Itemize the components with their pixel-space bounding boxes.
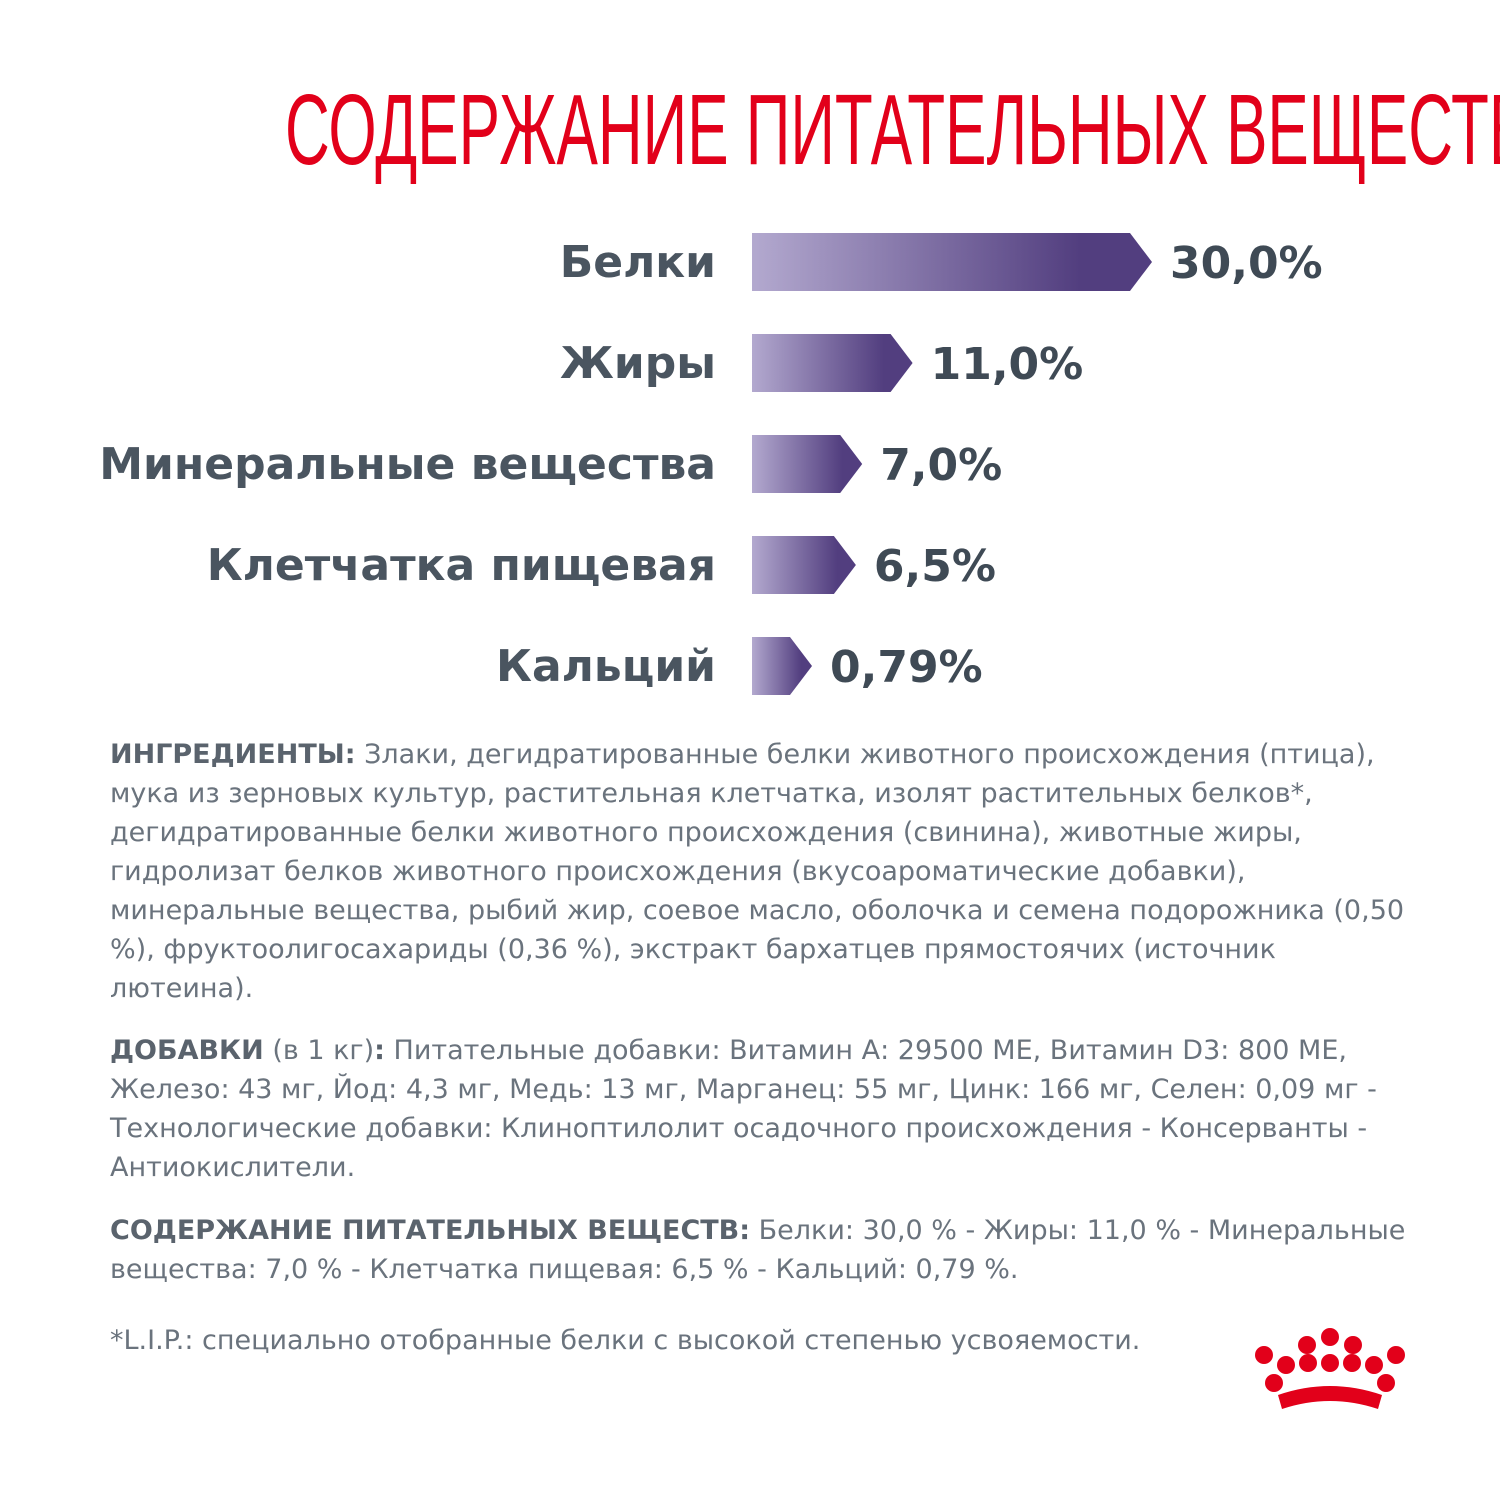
bar-category-label: Клетчатка пищевая [207, 540, 716, 591]
nutrients-block: СОДЕРЖАНИЕ ПИТАТЕЛЬНЫХ ВЕЩЕСТВ: Белки: 3… [110, 1211, 1410, 1289]
nutrients-text: Белки: 30,0 % - Жиры: 11,0 % - Минеральн… [110, 1215, 1406, 1285]
bar [752, 536, 856, 594]
bars-layer: Белки 30,0% Жиры 11,0% Минеральные вещества 7… [99, 233, 1323, 695]
footnote: *L.I.P.: специально отобранные белки с в… [110, 1325, 1141, 1356]
bar [752, 334, 913, 392]
bar-category-label: Минеральные вещества [99, 439, 716, 490]
royal-canin-crown-icon [1255, 1328, 1405, 1409]
bar [752, 233, 1152, 291]
bar-value-label: 6,5% [874, 541, 996, 592]
bar-value-label: 11,0% [931, 339, 1084, 390]
ingredients-text: Злаки, дегидратированные белки животного… [110, 739, 1405, 1004]
nutrients-heading: СОДЕРЖАНИЕ ПИТАТЕЛЬНЫХ ВЕЩЕСТВ: [110, 1215, 751, 1246]
bar-category-label: Жиры [560, 338, 716, 389]
bar-value-label: 30,0% [1170, 238, 1323, 289]
ingredients-heading: ИНГРЕДИЕНТЫ: [110, 739, 356, 770]
bar [752, 637, 812, 695]
additives-block: ДОБАВКИ (в 1 кг): Питательные добавки: В… [110, 1031, 1410, 1187]
bar-category-label: Кальций [496, 641, 716, 692]
additives-subheading: (в 1 кг) [263, 1035, 375, 1066]
nutrient-bar-chart: Белки 30,0% Жиры 11,0% Минеральные вещества 7… [99, 233, 1323, 695]
bar [752, 435, 863, 493]
bar-category-label: Белки [560, 237, 716, 288]
additives-text: Питательные добавки: Витамин А: 29500 МЕ… [110, 1035, 1377, 1183]
additives-heading: ДОБАВКИ [110, 1035, 264, 1066]
ingredients-block: ИНГРЕДИЕНТЫ: Злаки, дегидратированные бе… [110, 735, 1410, 1008]
bar-value-label: 7,0% [880, 440, 1002, 491]
bar-value-label: 0,79% [830, 642, 983, 693]
additives-colon: : [374, 1035, 385, 1066]
